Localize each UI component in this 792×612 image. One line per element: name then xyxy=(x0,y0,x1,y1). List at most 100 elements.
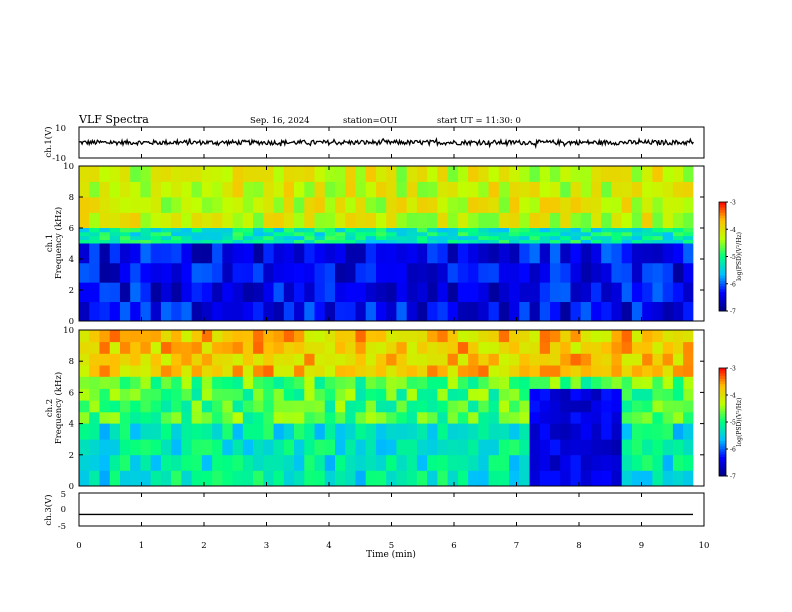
spectrogram-cell xyxy=(314,301,326,322)
spectrogram-cell xyxy=(468,239,479,244)
spectrogram-cell xyxy=(611,235,623,241)
spectrogram-cell xyxy=(130,376,141,389)
spectrogram-cell xyxy=(529,239,541,244)
spectrogram-cell xyxy=(652,400,664,413)
spectrogram-cell xyxy=(130,400,141,413)
spectrogram-cell xyxy=(662,239,674,244)
spectrogram-cell xyxy=(212,376,223,389)
spectrogram-cell xyxy=(396,388,408,401)
spectrogram-cell xyxy=(406,181,418,198)
spectrogram-cell xyxy=(273,411,285,424)
spectrogram-cell xyxy=(79,400,90,413)
spectrogram-cell xyxy=(109,166,121,182)
spectrogram-cell xyxy=(560,239,571,244)
spectrogram-cell xyxy=(160,197,172,213)
spectrogram-cell xyxy=(437,262,449,283)
spectrogram-cell xyxy=(509,239,520,244)
spectrogram-cell xyxy=(79,330,90,343)
spectrogram-cell xyxy=(109,365,121,378)
spectrogram-cell xyxy=(334,262,346,283)
spectrogram-cell xyxy=(386,212,397,229)
spectrogram-cell xyxy=(631,228,643,233)
spectrogram-cell xyxy=(529,454,541,471)
spectrogram-cell xyxy=(160,330,172,343)
ch1-waveform-trace xyxy=(78,137,694,150)
spectrogram-cell xyxy=(181,235,193,241)
spectrogram-cell xyxy=(375,400,387,413)
spectrogram-cell xyxy=(304,439,315,456)
spectrogram-cell xyxy=(79,301,90,322)
spectrogram-cell xyxy=(375,353,387,366)
spectrogram-cell xyxy=(683,282,694,303)
spectrogram-cell xyxy=(447,235,459,241)
spectrogram-cell xyxy=(396,212,408,229)
spectrogram-cell xyxy=(324,212,336,229)
spectrogram-cell xyxy=(539,231,551,237)
spectrogram-cell xyxy=(539,262,551,283)
spectrogram-cell xyxy=(79,470,90,487)
spectrogram-cell xyxy=(621,231,633,237)
spectrogram-cell xyxy=(601,212,612,229)
spectrogram-cell xyxy=(478,400,489,413)
spectrogram-cell xyxy=(242,423,254,440)
spectrogram-cell xyxy=(621,330,633,343)
spectrogram-cell xyxy=(191,470,203,487)
spectrogram-cell xyxy=(662,365,674,378)
spectrogram-cell xyxy=(294,454,305,471)
ch2-spec-ylabel-freq: Frequency (kHz) xyxy=(53,372,64,444)
spectrogram-cell xyxy=(263,330,274,343)
spectrogram-cell xyxy=(304,301,315,322)
spectrogram-cell xyxy=(447,231,459,237)
colorbar-swatch xyxy=(719,245,726,249)
spectrogram-cell xyxy=(232,239,244,244)
spectrogram-cell xyxy=(621,239,633,244)
spectrogram-cell xyxy=(375,411,387,424)
spectrogram-cell xyxy=(212,181,223,198)
spectrogram-cell xyxy=(386,197,397,213)
spectrogram-cell xyxy=(242,301,254,322)
spectrogram-cell xyxy=(109,243,121,264)
spectrogram-cell xyxy=(631,262,643,283)
ch3-trace-panel: 5 0 -5 ch.3(V) xyxy=(43,490,705,532)
spectrogram-cell xyxy=(560,388,571,401)
spectrogram-cell xyxy=(232,365,244,378)
spectrogram-cell xyxy=(201,454,213,471)
spectrogram-cell xyxy=(437,181,449,198)
spectrogram-cell xyxy=(294,235,305,241)
spectrogram-cell xyxy=(304,197,315,213)
spectrogram-cell xyxy=(529,365,541,378)
spectrogram-cell xyxy=(611,470,623,487)
spectrogram-cell xyxy=(140,388,152,401)
spectrogram-cell xyxy=(652,376,664,389)
ch1-ytick-top: 10 xyxy=(55,124,66,134)
spectrogram-cell xyxy=(662,330,674,343)
spectrogram-cell xyxy=(253,341,264,354)
spectrogram-cell xyxy=(529,341,541,354)
spectrogram-cell xyxy=(191,341,203,354)
spectrogram-cell xyxy=(324,330,336,343)
spectrogram-cell xyxy=(386,411,397,424)
spectrogram-cell xyxy=(109,282,121,303)
spectrogram-cell xyxy=(99,388,111,401)
spectrogram-cell xyxy=(642,243,653,264)
spectrogram-cell xyxy=(171,166,182,182)
spectrogram-cell xyxy=(294,282,305,303)
spectrogram-cell xyxy=(621,388,633,401)
spectrogram-cell xyxy=(283,365,295,378)
spectrogram-cell xyxy=(498,197,510,213)
spectrogram-cell xyxy=(539,330,551,343)
spectrogram-cell xyxy=(283,330,295,343)
spectrogram-cell xyxy=(150,181,162,198)
spectrogram-cell xyxy=(130,197,141,213)
spectrogram-cell xyxy=(416,282,428,303)
spectrogram-cell xyxy=(642,330,653,343)
spectrogram-cell xyxy=(672,181,684,198)
spectrogram-cell xyxy=(355,197,367,213)
spectrogram-cell xyxy=(580,388,592,401)
spectrogram-cell xyxy=(201,181,213,198)
spectrogram-cell xyxy=(119,376,131,389)
spectrogram-cell xyxy=(498,439,510,456)
spectrogram-cell xyxy=(590,166,602,182)
spectrogram-cell xyxy=(488,400,500,413)
spectrogram-cell xyxy=(652,330,664,343)
